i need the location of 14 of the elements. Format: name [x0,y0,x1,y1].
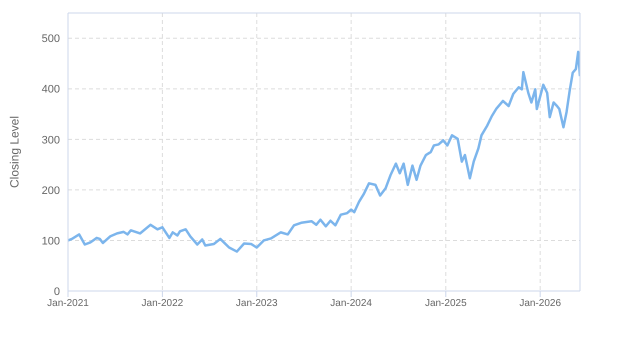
x-tick-label: Jan-2022 [142,298,184,310]
y-axis-title: Closing Level [7,116,22,188]
y-tick-label: 400 [42,84,60,96]
x-tick-label: Jan-2023 [236,298,278,310]
y-tick-label: 0 [54,286,60,298]
y-tick-label: 100 [42,235,60,248]
y-tick-label: 300 [42,134,60,146]
x-tick-label: Jan-2026 [519,298,562,310]
x-tick-label: Jan-2021 [47,298,90,310]
y-tick-label: 200 [42,184,60,197]
x-tick-label: Jan-2024 [330,298,372,310]
x-tick-label: Jan-2025 [424,298,468,310]
line-series [68,50,580,253]
y-tick-label: 500 [42,33,60,46]
